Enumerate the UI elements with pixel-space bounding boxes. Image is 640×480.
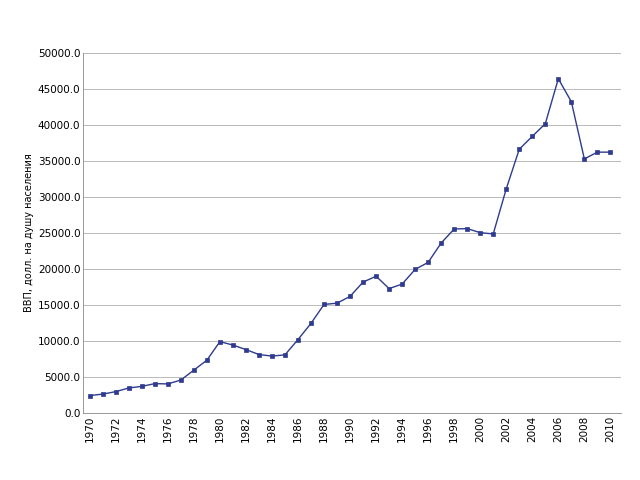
Text: Динамика ВВП Великобритании, 1970-2010 гг., долл. на душу населения: Динамика ВВП Великобритании, 1970-2010 г…	[10, 14, 640, 29]
Y-axis label: ВВП, долл. на душу населения: ВВП, долл. на душу населения	[24, 154, 34, 312]
